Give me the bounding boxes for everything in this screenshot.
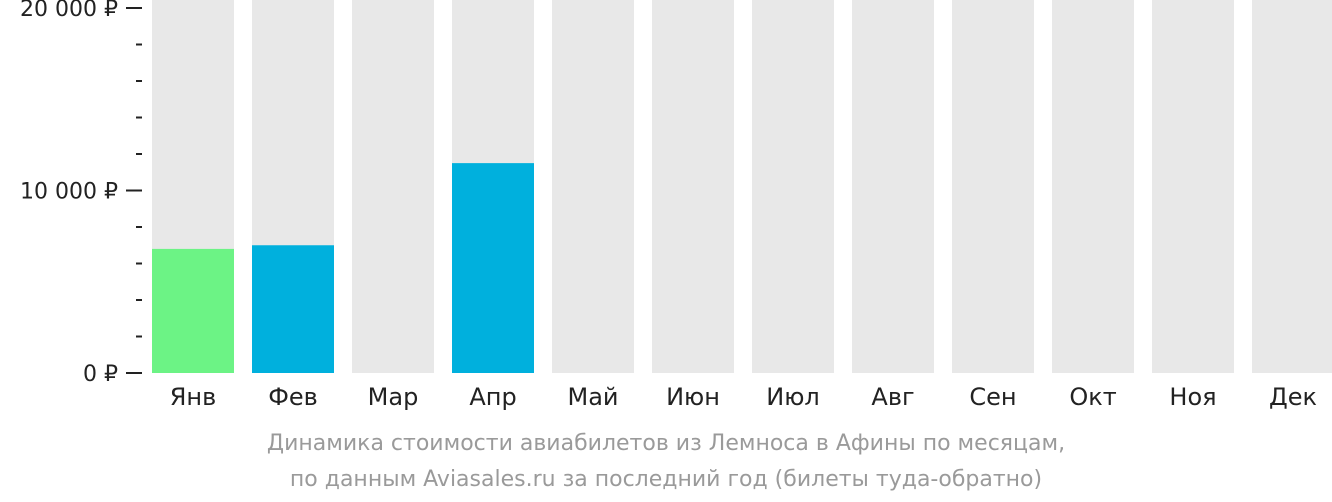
background-bar-3 [352,0,434,373]
background-bar-10 [1052,0,1134,373]
y-tick-label: 0 ₽ [83,362,118,387]
chart-caption-line-1: Динамика стоимости авиабилетов из Лемнос… [266,431,1066,456]
x-tick-label-6: Июн [666,383,720,411]
background-bar-8 [852,0,934,373]
x-tick-label-8: Авг [871,383,914,411]
background-bar-6 [652,0,734,373]
x-tick-label-9: Сен [969,383,1016,411]
x-tick-label-1: Янв [170,383,217,411]
bar-1 [152,248,234,373]
bar-4 [452,163,534,373]
background-bar-11 [1152,0,1234,373]
background-bar-9 [952,0,1034,373]
x-tick-label-2: Фев [268,383,318,411]
chart-caption-line-2: по данным Aviasales.ru за последний год … [289,467,1043,492]
y-axis: 0 ₽ 10 000 ₽ 20 000 ₽ [20,0,142,387]
background-bars [152,0,1332,373]
x-tick-label-11: Ноя [1169,383,1216,411]
x-tick-label-10: Окт [1069,383,1116,411]
x-axis: Янв Фев Мар Апр Май Июн Июл Авг Сен Окт Ноя Дек [170,383,1317,411]
bar-2 [252,245,334,373]
background-bar-7 [752,0,834,373]
x-tick-label-4: Апр [469,383,516,411]
background-bar-5 [552,0,634,373]
x-tick-label-3: Мар [368,383,419,411]
x-tick-label-12: Дек [1269,383,1317,411]
y-tick-label: 10 000 ₽ [20,180,118,205]
value-bars [152,163,534,373]
background-bar-12 [1252,0,1332,373]
x-tick-label-7: Июл [766,383,820,411]
y-tick-label: 20 000 ₽ [20,0,118,22]
x-tick-label-5: Май [567,383,618,411]
